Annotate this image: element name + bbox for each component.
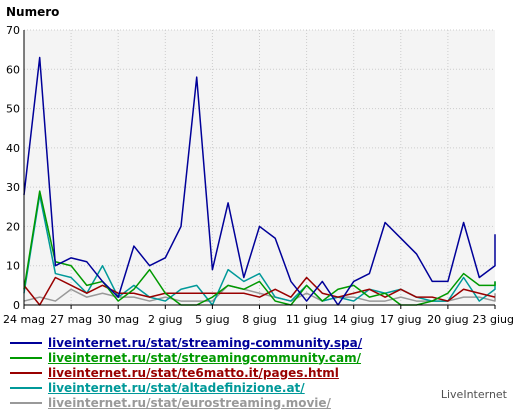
x-tick-label: 27 mag xyxy=(50,313,92,326)
x-tick-label: 14 giug xyxy=(333,313,375,326)
y-tick-label: 70 xyxy=(6,24,20,37)
line-chart: 0 10 20 30 40 50 60 70 24 mag 27 mag 30 mag 2 giug… xyxy=(3,5,514,326)
x-tick-label: 2 giug xyxy=(148,313,183,326)
series-line xyxy=(23,276,496,306)
legend-label[interactable]: liveinternet.ru/stat/streaming-community… xyxy=(48,335,363,350)
x-tick-label: 5 giug xyxy=(195,313,230,326)
legend-item[interactable]: liveinternet.ru/stat/te6matto.it/pages.h… xyxy=(10,365,339,380)
legend-label[interactable]: liveinternet.ru/stat/altadefinizione.at/ xyxy=(48,380,305,395)
y-tick-label: 20 xyxy=(6,220,20,233)
y-tick-label: 40 xyxy=(6,142,20,155)
x-tick-label: 8 giug xyxy=(242,313,277,326)
brand-label: LiveInternet xyxy=(440,388,507,401)
y-tick-label: 0 xyxy=(13,299,20,312)
y-tick-label: 60 xyxy=(6,63,20,76)
y-axis-label: Numero xyxy=(6,5,59,19)
legend-swatch xyxy=(10,341,42,344)
series-line xyxy=(23,56,496,306)
legend-swatch xyxy=(10,356,42,359)
plot-area xyxy=(24,30,495,305)
x-tick-label: 30 mag xyxy=(97,313,139,326)
x-tick-label: 24 mag xyxy=(3,313,45,326)
grid-lines xyxy=(24,29,495,305)
legend-item[interactable]: liveinternet.ru/stat/eurostreaming.movie… xyxy=(10,395,331,410)
x-tick-label: 11 giug xyxy=(286,313,328,326)
y-tick-labels: 0 10 20 30 40 50 60 70 xyxy=(6,24,20,312)
x-tick-labels: 24 mag 27 mag 30 mag 2 giug 5 giug 8 giug 11 g… xyxy=(3,305,514,326)
y-tick-label: 50 xyxy=(6,103,20,116)
y-tick-label: 30 xyxy=(6,181,20,194)
legend-label[interactable]: liveinternet.ru/stat/te6matto.it/pages.h… xyxy=(48,365,339,380)
series-line xyxy=(23,194,496,306)
x-tick-label: 23 giug xyxy=(473,313,515,326)
legend-item[interactable]: liveinternet.ru/stat/streaming-community… xyxy=(10,335,362,350)
legend-item[interactable]: liveinternet.ru/stat/altadefinizione.at/ xyxy=(10,380,305,395)
x-tick-label: 17 giug xyxy=(380,313,422,326)
legend-item[interactable]: liveinternet.ru/stat/streamingcommunity.… xyxy=(10,350,361,365)
legend-swatch xyxy=(10,386,42,389)
y-tick-label: 10 xyxy=(6,260,20,273)
series-lines xyxy=(23,56,496,306)
legend-swatch xyxy=(10,371,42,374)
legend-swatch xyxy=(10,401,42,404)
legend-label[interactable]: liveinternet.ru/stat/streamingcommunity.… xyxy=(48,350,362,365)
x-tick-label: 20 giug xyxy=(427,313,469,326)
legend-label[interactable]: liveinternet.ru/stat/eurostreaming.movie… xyxy=(48,395,331,410)
